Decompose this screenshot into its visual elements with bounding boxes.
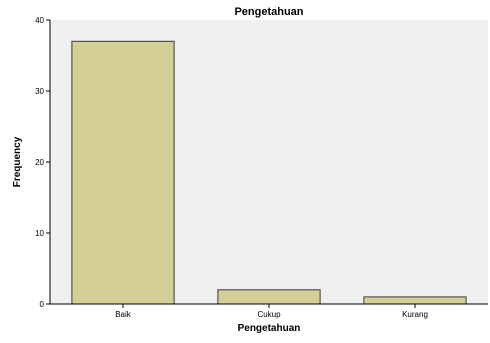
- x-tick-label-kurang: Kurang: [402, 310, 428, 319]
- x-axis-ticks: Baik Cukup Kurang: [115, 304, 428, 319]
- bar-baik: [71, 40, 175, 305]
- chart-title: Pengetahuan: [234, 6, 303, 18]
- bar-cukup: [217, 289, 321, 305]
- x-axis-label: Pengetahuan: [238, 323, 301, 334]
- y-tick-label: 10: [35, 229, 44, 238]
- x-tick-label-cukup: Cukup: [257, 310, 281, 319]
- y-tick-label: 20: [35, 158, 44, 167]
- y-tick-label: 30: [35, 87, 44, 96]
- bar-kurang: [363, 296, 467, 305]
- bars: [71, 40, 467, 305]
- y-tick-label: 40: [35, 16, 44, 25]
- y-axis-ticks: 0 10 20 30 40: [35, 16, 50, 309]
- y-axis-label: Frequency: [12, 136, 23, 187]
- x-tick-label-baik: Baik: [115, 310, 132, 319]
- y-tick-label: 0: [40, 300, 45, 309]
